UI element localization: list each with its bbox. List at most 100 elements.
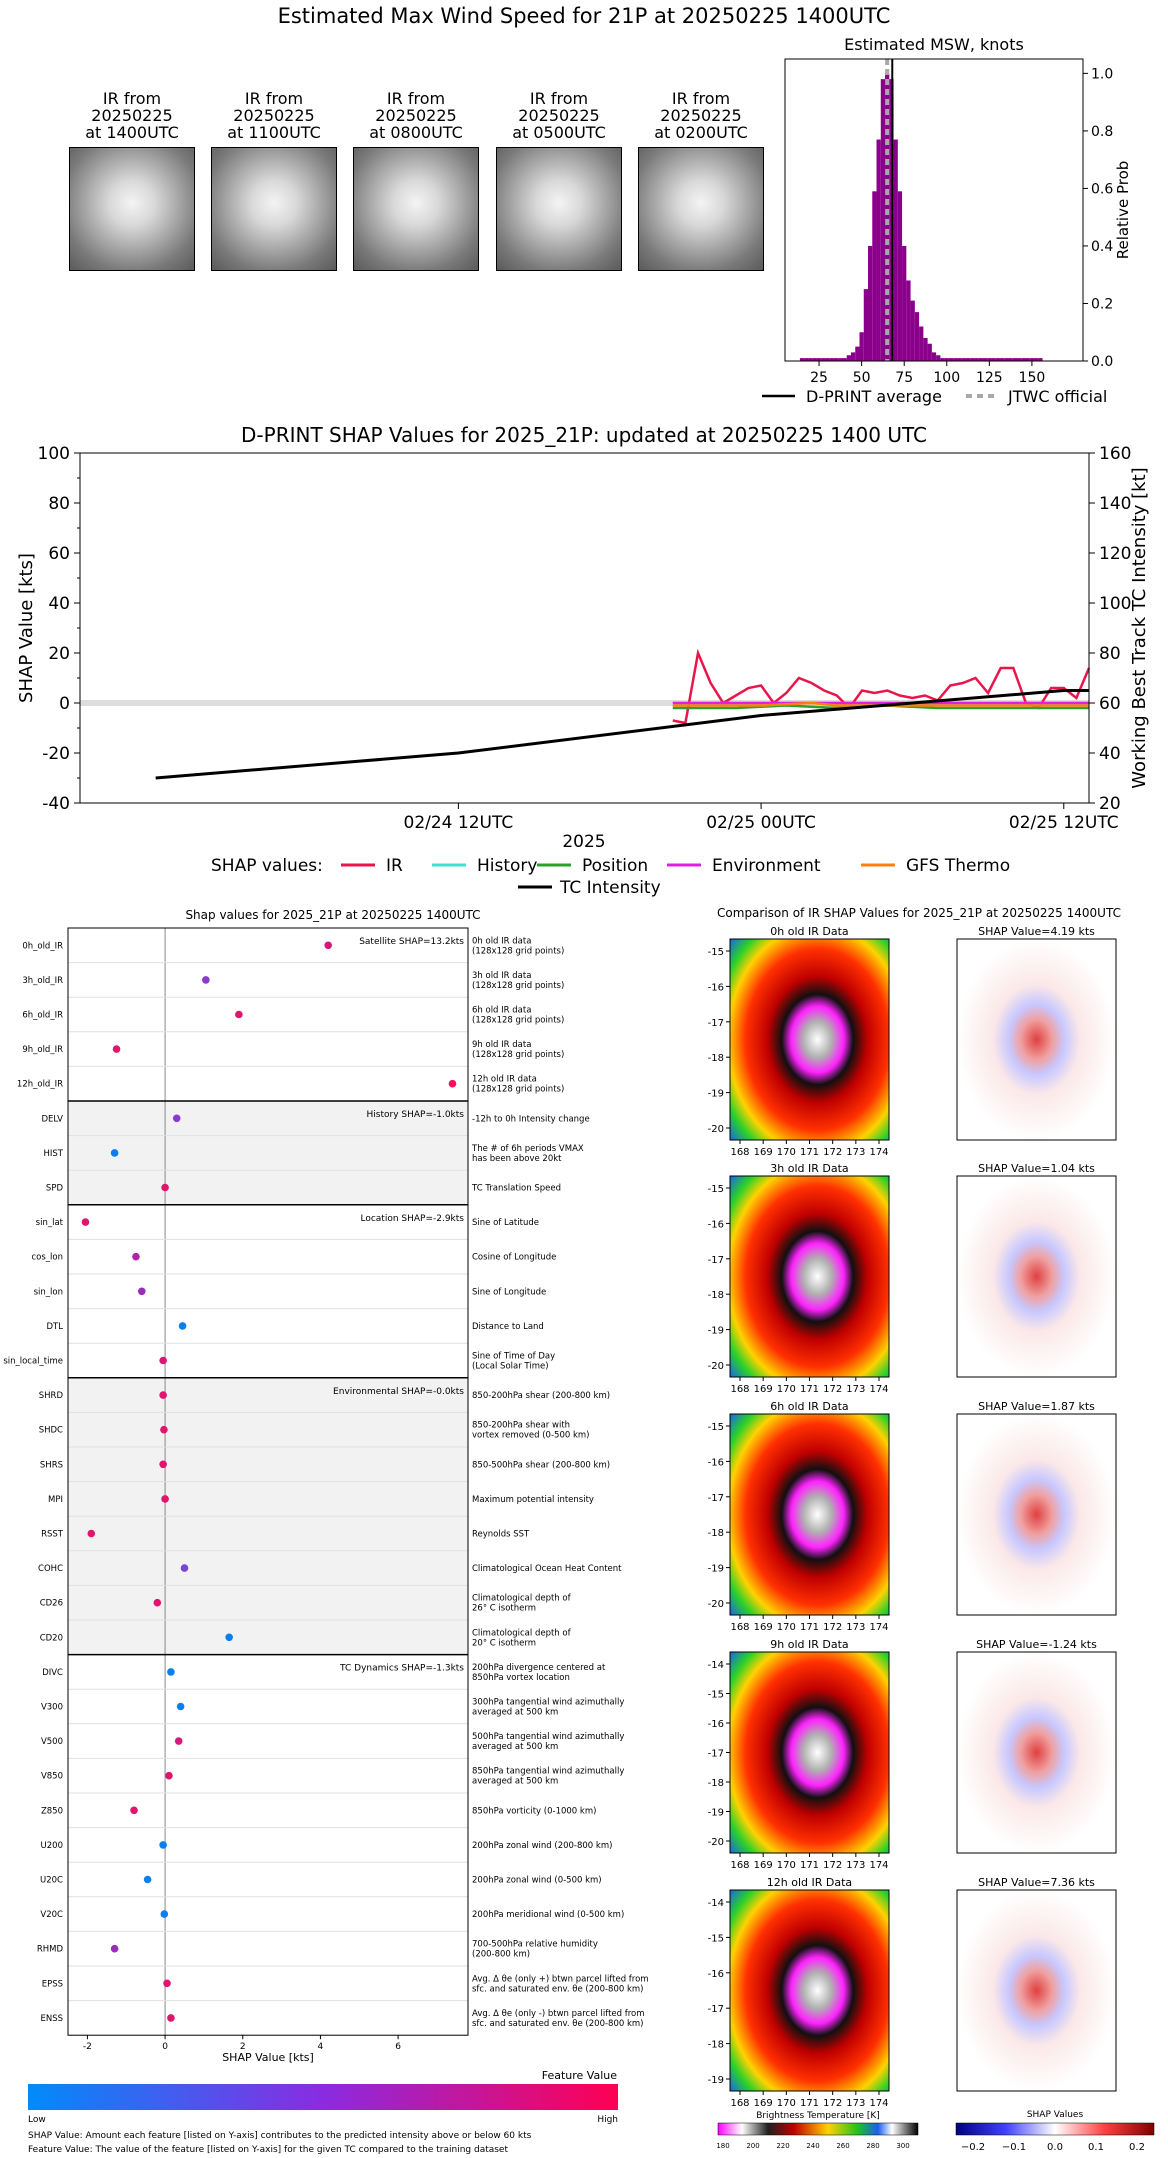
timeseries-ytick-right-label: 100 <box>1099 594 1131 614</box>
histogram-bar <box>982 358 988 361</box>
shap-map-image <box>956 1413 1117 1616</box>
group-label: Satellite SHAP=13.2kts <box>359 937 464 947</box>
ir-thumbnail-image <box>496 147 622 271</box>
map-ytick-label: -16 <box>708 1219 724 1230</box>
histogram-bar <box>927 343 932 361</box>
map-xtick-label: 170 <box>777 1147 796 1158</box>
shap-colorbar-tick: 0.2 <box>1129 2142 1145 2153</box>
feature-dot <box>176 1702 185 1711</box>
histogram-bar <box>829 358 834 361</box>
histogram-bar <box>1021 358 1026 361</box>
feature-description: Avg. Δ θe (only -) btwn parcel lifted fr… <box>472 2009 645 2019</box>
feature-dot <box>167 1668 175 1676</box>
map-ytick-label: -19 <box>708 1808 724 1819</box>
shap-feature-chart: Shap values for 2025_21P at 20250225 140… <box>3 908 648 2155</box>
feature-description: Climatological depth of <box>472 1628 572 1638</box>
ir-thumbnail-caption: IR from 20250225 at 0200UTC <box>654 89 748 142</box>
timeseries-ytick-right-label: 80 <box>1099 644 1121 664</box>
map-xtick-label: 168 <box>730 1622 749 1633</box>
page-title: Estimated Max Wind Speed for 21P at 2025… <box>277 4 891 28</box>
group-label: History SHAP=-1.0kts <box>367 1110 465 1120</box>
histogram-bar <box>940 358 945 361</box>
histogram-ytick-label: 1.0 <box>1091 66 1113 82</box>
feature-name: V300 <box>41 1703 63 1713</box>
feature-name: U20C <box>40 1876 63 1886</box>
feature-description: 0h old IR data <box>472 936 531 946</box>
histogram-xtick-label: 100 <box>933 370 960 386</box>
feature-dot <box>159 1391 167 1399</box>
feature-name: cos_lon <box>31 1253 63 1263</box>
bt-colorbar-tick: 240 <box>806 2142 819 2150</box>
feature-description: (128x128 grid points) <box>472 1085 564 1095</box>
histogram-xtick-label: 150 <box>1019 370 1046 386</box>
histogram-bar <box>906 280 911 361</box>
histogram-bar <box>804 358 809 361</box>
maps-title: Comparison of IR SHAP Values for 2025_21… <box>717 906 1121 920</box>
histogram-title: Estimated MSW, knots <box>844 35 1024 54</box>
histogram-bar <box>859 332 864 361</box>
legend-series-label: History <box>477 856 537 876</box>
histogram-bar <box>978 358 983 361</box>
bt-colorbar-tick: 280 <box>866 2142 879 2150</box>
feature-name: 12h_old_IR <box>17 1080 63 1090</box>
feature-dot <box>81 1218 90 1226</box>
map-ytick-label: -19 <box>708 1564 724 1575</box>
histogram-bar <box>850 352 856 361</box>
histogram-bar <box>965 358 971 361</box>
map-xtick-label: 171 <box>800 1147 819 1158</box>
feature-description: 26° C isotherm <box>472 1604 536 1614</box>
map-xtick-label: 172 <box>823 1147 842 1158</box>
histogram-xtick-label: 125 <box>976 370 1003 386</box>
feature-dot <box>174 1737 183 1745</box>
feature-name: COHC <box>38 1564 63 1574</box>
ir-thumbnail-image <box>69 147 195 271</box>
feature-description: 850hPa vortex location <box>472 1673 570 1683</box>
histogram-bar <box>838 358 843 361</box>
legend-series-label: Environment <box>712 856 821 876</box>
histogram-ytick-label: 0.8 <box>1091 124 1113 140</box>
histogram-xtick-label: 75 <box>895 370 913 386</box>
group-label: Location SHAP=-2.9kts <box>360 1214 464 1224</box>
map-ytick-label: -18 <box>708 2040 724 2051</box>
feature-dot <box>137 1287 146 1296</box>
map-xtick-label: 170 <box>777 1622 796 1633</box>
colorbar-high-label: High <box>597 2115 618 2125</box>
map-ytick-label: -18 <box>708 1290 724 1301</box>
feature-dot <box>161 1183 169 1192</box>
ir-map-image <box>729 1413 890 1616</box>
timeseries-ylabel: SHAP Value [kts] <box>16 553 37 703</box>
timeseries-ytick-label: 100 <box>38 444 70 464</box>
histogram-bar <box>961 358 966 361</box>
feature-value-colorbar <box>28 2084 618 2110</box>
map-xtick-label: 170 <box>777 1860 796 1871</box>
feature-description: 200hPa zonal wind (0-500 km) <box>472 1876 602 1886</box>
map-ytick-label: -19 <box>708 1326 724 1337</box>
histogram-bar <box>1029 358 1035 361</box>
histogram-bar <box>999 358 1005 361</box>
feature-dot <box>110 1944 119 1953</box>
feature-dot <box>160 1910 169 1918</box>
feature-dot <box>159 1356 167 1365</box>
timeseries-ytick-right-label: 140 <box>1099 494 1131 514</box>
feature-description: 12h old IR data <box>472 1075 537 1085</box>
map-ytick-label: -15 <box>708 1184 724 1195</box>
map-ytick-label: -20 <box>708 1124 724 1135</box>
map-ytick-label: -18 <box>708 1053 724 1064</box>
feature-description: 700-500hPa relative humidity <box>472 1940 598 1950</box>
feature-dot <box>172 1114 181 1123</box>
timeseries-ylabel-right: Working Best Track TC Intensity [kt] <box>1129 467 1150 788</box>
legend-shap-label: SHAP values: <box>211 856 323 876</box>
histogram-bar <box>1034 358 1039 361</box>
bt-colorbar-tick: 200 <box>746 2142 759 2150</box>
histogram-bar <box>897 191 903 361</box>
ir-panel-title: 12h old IR Data <box>767 1876 852 1889</box>
ir-thumbnail-caption: IR from 20250225 at 1100UTC <box>227 89 321 142</box>
timeseries-ytick-label: 20 <box>48 644 70 664</box>
map-xtick-label: 170 <box>777 2098 796 2109</box>
timeseries-title: D-PRINT SHAP Values for 2025_21P: update… <box>241 423 927 447</box>
ir-thumbnail-caption: IR from 20250225 at 1400UTC <box>85 89 179 142</box>
map-xtick-label: 170 <box>777 1384 796 1395</box>
histogram-bar <box>923 337 928 361</box>
histogram-bar <box>931 352 937 361</box>
feature-description: averaged at 500 km <box>472 1742 558 1752</box>
